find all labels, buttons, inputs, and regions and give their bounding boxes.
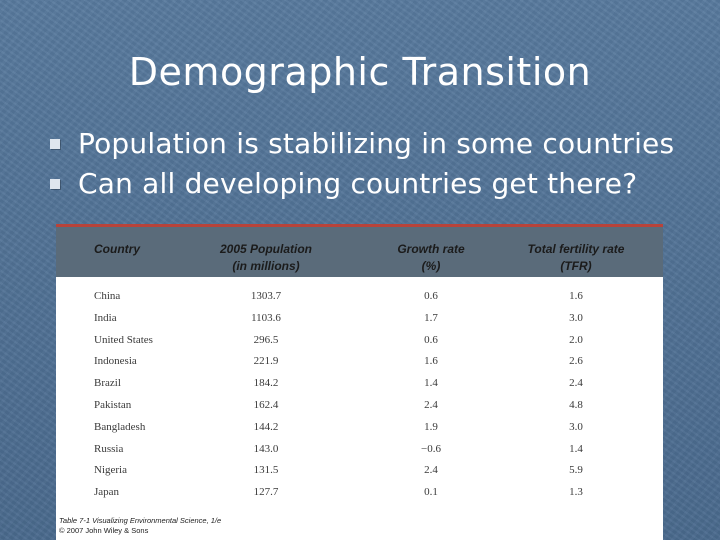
cell-population: 144.2	[253, 420, 279, 433]
cell-tfr: 2.4	[569, 377, 583, 390]
square-bullet-icon	[50, 179, 60, 189]
caption-copyright: © 2007 John Wiley & Sons	[59, 526, 149, 535]
cell-population: 131.5	[253, 464, 279, 477]
header-population-line2: (in millions)	[232, 259, 300, 273]
cell-country: Brazil	[94, 377, 121, 390]
table-body: China 1303.7 0.6 1.6 India 1103.6 1.7 3.…	[56, 286, 663, 504]
cell-country: Russia	[94, 442, 124, 455]
header-growth-line1: Growth rate	[397, 242, 465, 256]
cell-country: China	[94, 290, 121, 302]
table-row: Brazil 184.2 1.4 2.4	[56, 373, 663, 395]
cell-tfr: 1.4	[569, 442, 583, 455]
square-bullet-icon	[50, 139, 60, 149]
cell-growth: 2.4	[424, 464, 438, 477]
table-row: Japan 127.7 0.1 1.3	[56, 482, 663, 504]
cell-growth: 1.6	[424, 355, 438, 368]
cell-country: Japan	[94, 486, 120, 499]
header-country: Country	[94, 242, 140, 256]
cell-country: United States	[94, 333, 153, 346]
table-top-rule	[56, 224, 663, 227]
cell-tfr: 5.9	[569, 464, 583, 477]
cell-country: India	[94, 311, 117, 324]
table-row: Pakistan 162.4 2.4 4.8	[56, 395, 663, 417]
cell-population: 1103.6	[251, 311, 281, 324]
cell-growth: 2.4	[424, 398, 438, 411]
cell-tfr: 3.0	[569, 420, 583, 433]
bullet-text: Population is stabilizing in some countr…	[78, 127, 675, 160]
cell-tfr: 2.6	[569, 355, 583, 368]
caption-source: Table 7-1 Visualizing Environmental Scie…	[59, 516, 222, 525]
cell-tfr: 1.3	[569, 486, 583, 499]
cell-population: 162.4	[253, 398, 279, 411]
cell-country: Indonesia	[94, 355, 137, 368]
header-tfr: Total fertility rate (TFR)	[516, 241, 636, 275]
cell-growth: 1.9	[424, 420, 438, 433]
cell-tfr: 2.0	[569, 333, 583, 346]
cell-growth: 0.6	[424, 333, 438, 346]
cell-growth: 1.4	[424, 377, 438, 390]
cell-population: 184.2	[253, 377, 279, 390]
cell-growth: −0.6	[421, 442, 441, 455]
bullet-item: Population is stabilizing in some countr…	[48, 124, 674, 164]
header-tfr-line2: (TFR)	[560, 259, 592, 273]
table-row: Indonesia 221.9 1.6 2.6	[56, 351, 663, 373]
header-growth: Growth rate (%)	[376, 241, 486, 275]
header-growth-line2: (%)	[421, 259, 441, 273]
bullet-item: Can all developing countries get there?	[48, 164, 674, 204]
population-table: Country 2005 Population (in millions) Gr…	[56, 224, 663, 540]
cell-population: 296.5	[253, 333, 279, 346]
cell-tfr: 1.6	[569, 290, 583, 302]
cell-country: Pakistan	[94, 398, 132, 411]
table-row: Russia 143.0 −0.6 1.4	[56, 439, 663, 461]
table-row: United States 296.5 0.6 2.0	[56, 330, 663, 352]
cell-country: Nigeria	[94, 464, 127, 477]
cell-growth: 1.7	[424, 311, 438, 324]
header-tfr-line1: Total fertility rate	[527, 242, 625, 256]
cell-population: 143.0	[253, 442, 279, 455]
cell-tfr: 3.0	[569, 311, 583, 324]
cell-population: 1303.7	[250, 290, 282, 302]
table-row: India 1103.6 1.7 3.0	[56, 308, 663, 330]
slide-title: Demographic Transition	[128, 50, 592, 94]
cell-population: 127.7	[253, 486, 279, 499]
bullet-text: Can all developing countries get there?	[78, 167, 638, 200]
table-header: Country 2005 Population (in millions) Gr…	[56, 227, 663, 277]
cell-population: 221.9	[253, 355, 279, 368]
bullet-list: Population is stabilizing in some countr…	[48, 124, 674, 204]
table-row: Nigeria 131.5 2.4 5.9	[56, 460, 663, 482]
cell-country: Bangladesh	[94, 420, 146, 433]
header-population: 2005 Population (in millions)	[206, 241, 326, 275]
cell-tfr: 4.8	[569, 398, 583, 411]
table-row: China 1303.7 0.6 1.6	[56, 286, 663, 308]
table-row: Bangladesh 144.2 1.9 3.0	[56, 417, 663, 439]
cell-growth: 0.1	[424, 486, 438, 499]
header-population-line1: 2005 Population	[219, 242, 313, 256]
cell-growth: 0.6	[424, 290, 438, 302]
table-caption: Table 7-1 Visualizing Environmental Scie…	[59, 516, 221, 536]
